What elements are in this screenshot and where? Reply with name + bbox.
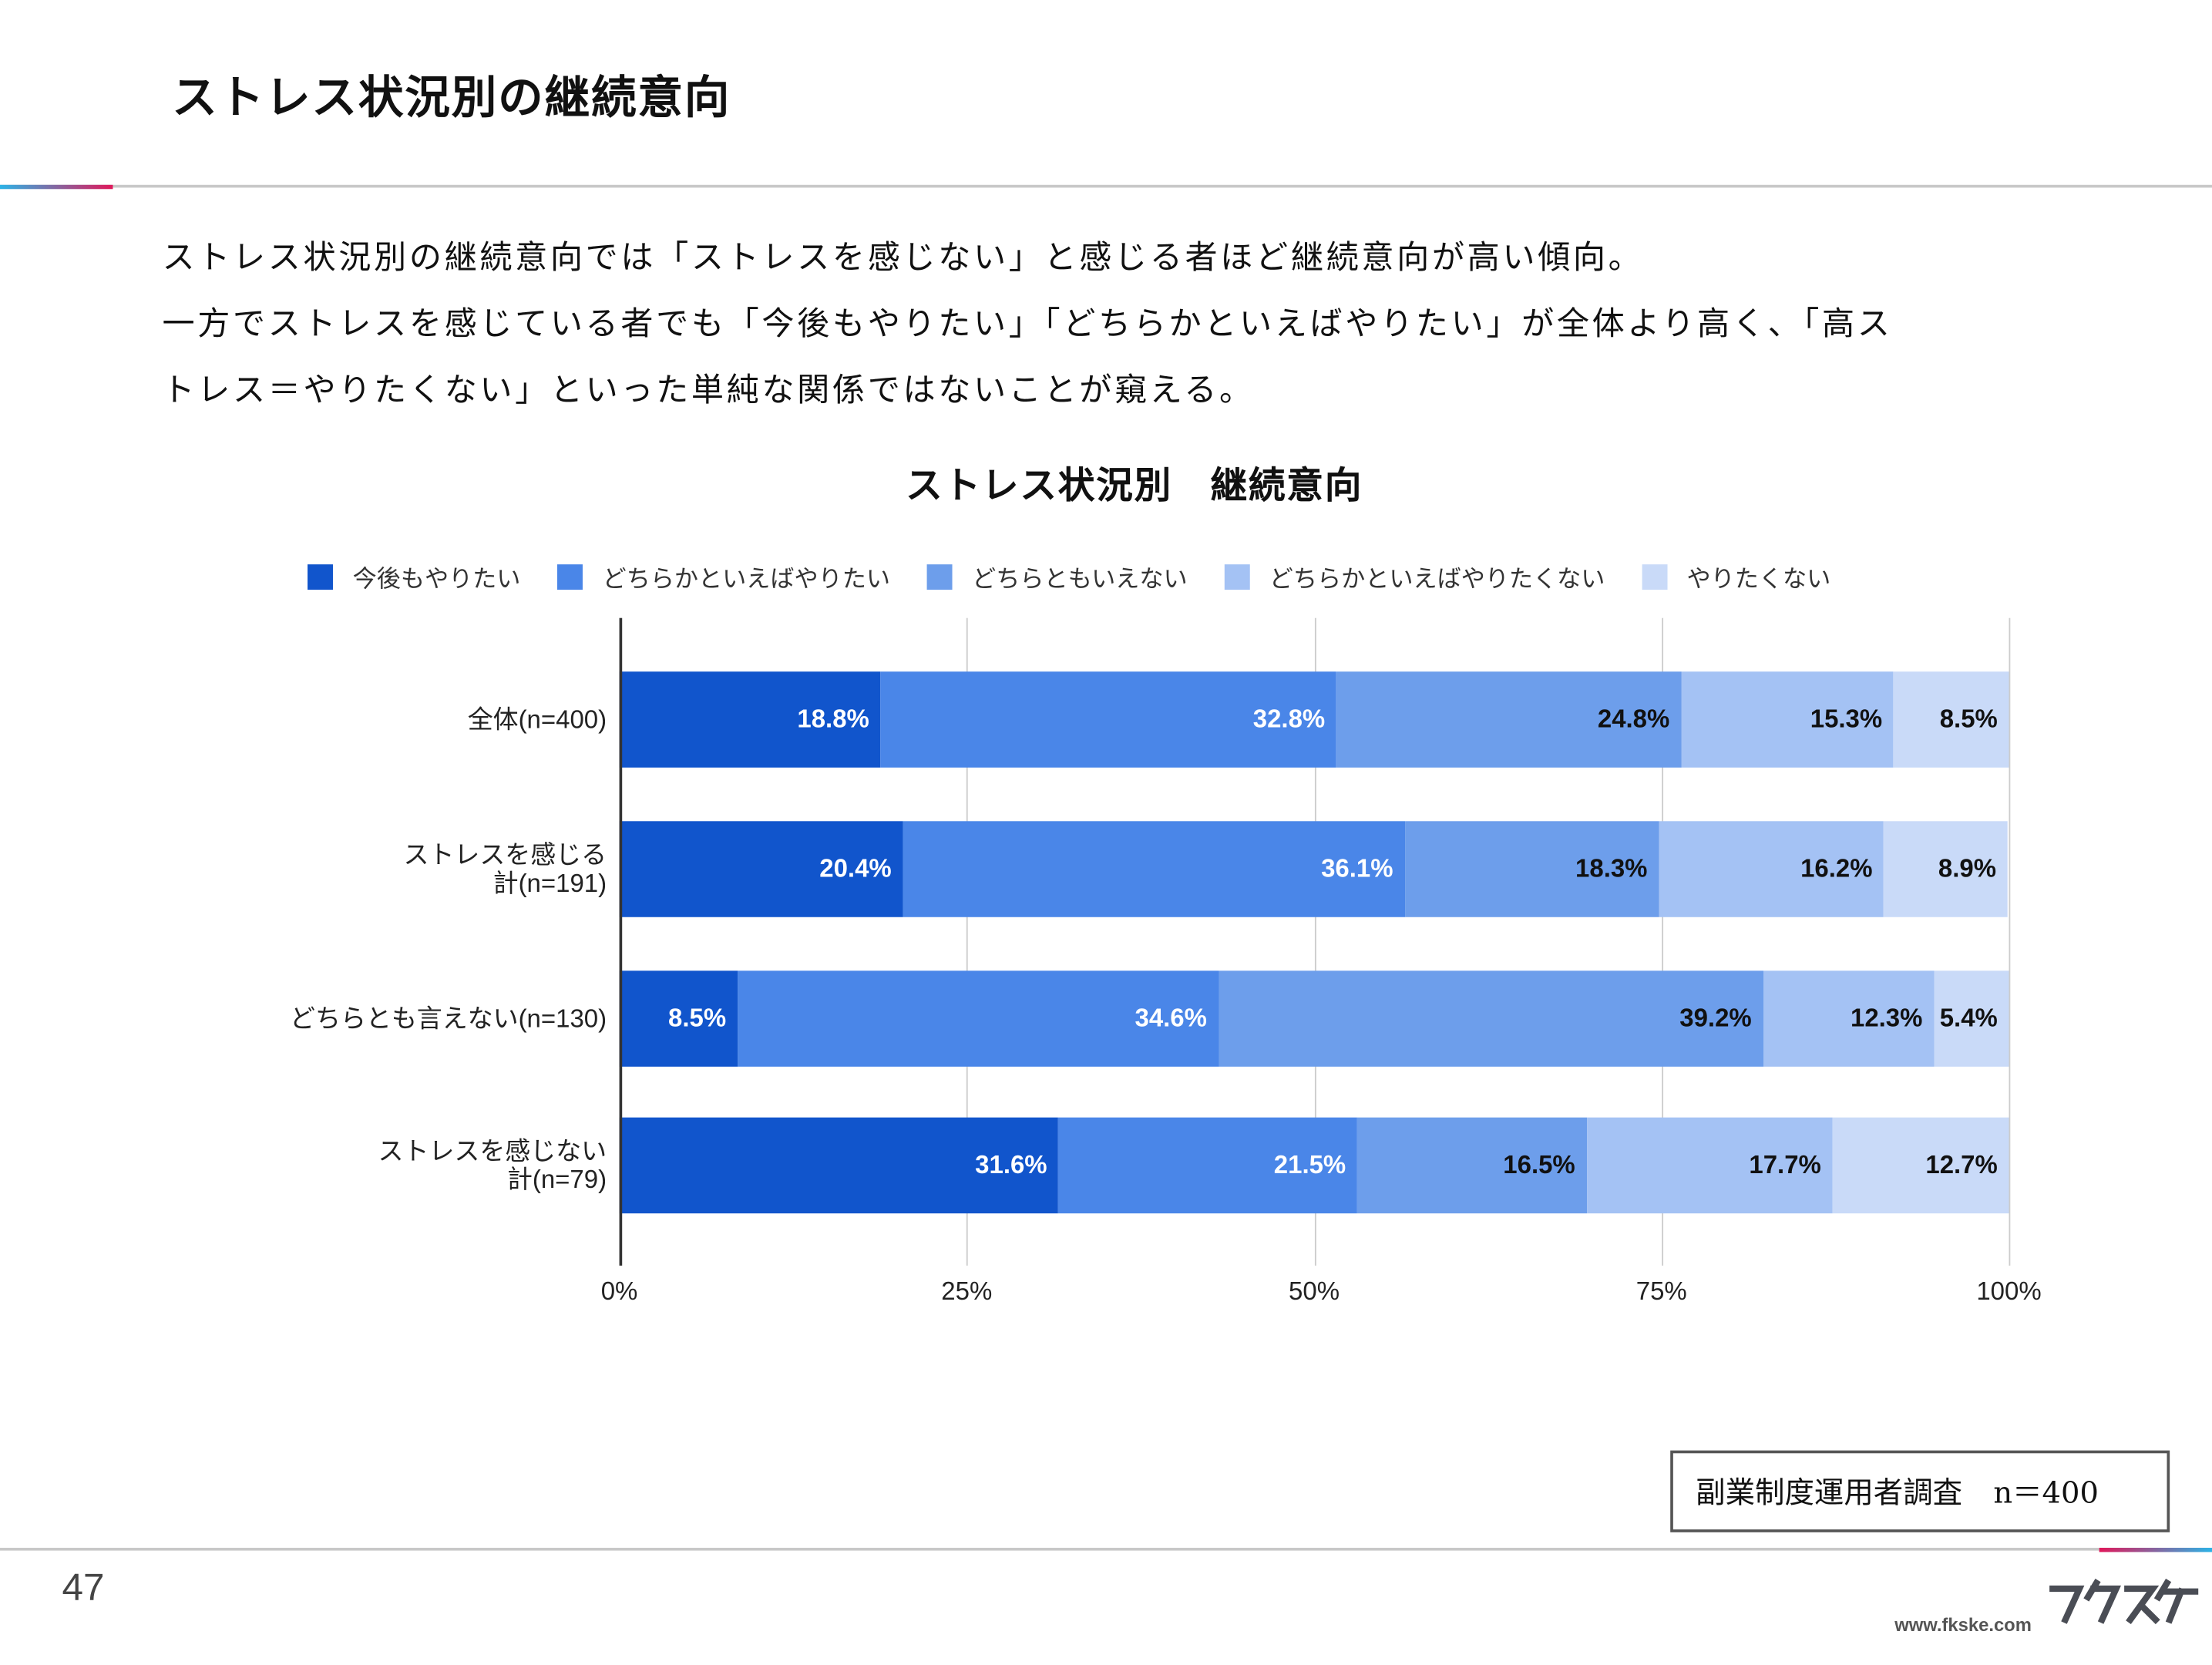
source-box: 副業制度運用者調査 n＝400 xyxy=(1670,1450,2170,1532)
chart-title: ストレス状況別 継続意向 xyxy=(906,466,1363,508)
header-accent xyxy=(0,184,113,190)
x-tick-label: 25% xyxy=(941,1276,993,1306)
legend-swatch xyxy=(557,563,583,590)
legend-item: 今後もやりたい xyxy=(308,559,520,594)
data-label: 8.5% xyxy=(668,1004,727,1032)
header-divider xyxy=(0,184,2212,188)
bar-segment: 5.4% xyxy=(1934,970,2009,1067)
x-tick-label: 50% xyxy=(1289,1276,1340,1306)
data-label: 18.8% xyxy=(797,705,869,733)
legend-swatch xyxy=(308,563,333,590)
data-label: 16.5% xyxy=(1503,1150,1575,1179)
data-label: 8.5% xyxy=(1939,705,1998,733)
legend-item: どちらかといえばやりたくない xyxy=(1224,559,1605,594)
bar-segment: 8.9% xyxy=(1884,821,2008,917)
bar-segment: 16.2% xyxy=(1659,821,1884,917)
bar-segment: 17.7% xyxy=(1586,1117,1833,1214)
data-label: 34.6% xyxy=(1135,1004,1207,1032)
footer-accent xyxy=(2099,1547,2212,1552)
category-label: どちらとも言えない(n=130) xyxy=(290,1004,607,1033)
gridline xyxy=(2009,617,2011,1266)
x-tick-label: 0% xyxy=(600,1276,638,1306)
gridline xyxy=(966,617,969,1266)
bar-segment: 18.3% xyxy=(1404,821,1659,917)
legend-item: やりたくない xyxy=(1641,559,1831,594)
legend-label: やりたくない xyxy=(1686,565,1831,594)
legend-swatch xyxy=(1224,563,1250,590)
data-label: 24.8% xyxy=(1597,705,1670,733)
footer-divider xyxy=(0,1547,2212,1551)
page-number: 47 xyxy=(62,1566,105,1609)
bar-segment: 15.3% xyxy=(1680,671,1894,768)
chart-plot: 0% 25% 50% 75% 100% 全体(n=400) 18.8% 32.8% 24.8% 1… xyxy=(290,617,2042,1306)
bar-segment: 31.6% xyxy=(619,1117,1059,1214)
data-label: 31.6% xyxy=(975,1150,1047,1179)
data-label: 5.4% xyxy=(1939,1004,1998,1032)
chart-legend: 今後もやりたい どちらかといえばやりたい どちらともいえない どちらかといえばやりたく… xyxy=(308,559,1830,594)
footer-url: www.fkske.com xyxy=(1894,1613,2032,1636)
data-label: 17.7% xyxy=(1749,1150,1821,1179)
description-line: 一方でストレスを感じている者でも「今後もやりたい」「どちらかといえばやりたい」が… xyxy=(162,306,1893,343)
page-title: ストレス状況別の継続意向 xyxy=(172,70,731,125)
data-label: 16.2% xyxy=(1800,854,1873,883)
gridline xyxy=(1661,617,1663,1266)
data-label: 12.3% xyxy=(1850,1004,1923,1032)
data-label: 36.1% xyxy=(1321,854,1393,883)
legend-label: どちらかといえばやりたくない xyxy=(1269,565,1605,594)
bar-segment: 12.7% xyxy=(1832,1117,2009,1214)
data-label: 12.7% xyxy=(1925,1150,1998,1179)
source-n: n＝400 xyxy=(1993,1475,2099,1510)
data-label: 32.8% xyxy=(1252,705,1326,733)
x-tick-label: 100% xyxy=(1976,1276,2042,1306)
data-label: 18.3% xyxy=(1575,854,1648,883)
legend-label: どちらともいえない xyxy=(972,565,1188,594)
legend-item: どちらともいえない xyxy=(926,559,1188,594)
bar-segment: 32.8% xyxy=(880,671,1336,768)
gridline xyxy=(1314,617,1316,1266)
category-label: 全体(n=400) xyxy=(467,705,607,734)
bar-segment: 18.8% xyxy=(619,671,881,768)
legend-swatch xyxy=(926,563,953,590)
bar-segment: 20.4% xyxy=(619,821,903,917)
bar-segment: 16.5% xyxy=(1356,1117,1587,1214)
legend-swatch xyxy=(1641,563,1667,590)
description-line: トレス＝やりたくない」といった単純な関係ではないことが窺える。 xyxy=(162,372,1255,409)
bar-segment: 24.8% xyxy=(1336,671,1681,768)
legend-label: どちらかといえばやりたい xyxy=(602,565,890,594)
legend-item: どちらかといえばやりたい xyxy=(557,559,890,594)
category-label: ストレスを感じない 計(n=79) xyxy=(378,1137,607,1194)
bar-segment: 36.1% xyxy=(903,821,1405,917)
data-label: 21.5% xyxy=(1273,1150,1346,1179)
x-tick-label: 75% xyxy=(1635,1276,1687,1306)
description: ストレス状況別の継続意向では「ストレスを感じない」と感じる者ほど継続意向が高い傾… xyxy=(162,226,2038,425)
data-label: 15.3% xyxy=(1810,705,1883,733)
bar-segment: 21.5% xyxy=(1058,1117,1357,1214)
description-line: ストレス状況別の継続意向では「ストレスを感じない」と感じる者ほど継続意向が高い傾… xyxy=(162,240,1644,277)
y-axis-line xyxy=(619,617,622,1266)
bar-segment: 39.2% xyxy=(1218,970,1763,1067)
bar-segment: 8.5% xyxy=(1893,671,2009,768)
legend-label: 今後もやりたい xyxy=(352,565,521,594)
category-label: ストレスを感じる 計(n=191) xyxy=(403,840,607,898)
data-label: 39.2% xyxy=(1679,1004,1752,1032)
fukusuke-logo xyxy=(2049,1579,2199,1625)
bar-segment: 12.3% xyxy=(1763,970,1935,1067)
data-label: 8.9% xyxy=(1938,854,1997,883)
bar-segment: 8.5% xyxy=(619,970,738,1067)
source-label: 副業制度運用者調査 xyxy=(1696,1475,1963,1510)
bar-segment: 34.6% xyxy=(737,970,1219,1067)
data-label: 20.4% xyxy=(819,854,892,883)
